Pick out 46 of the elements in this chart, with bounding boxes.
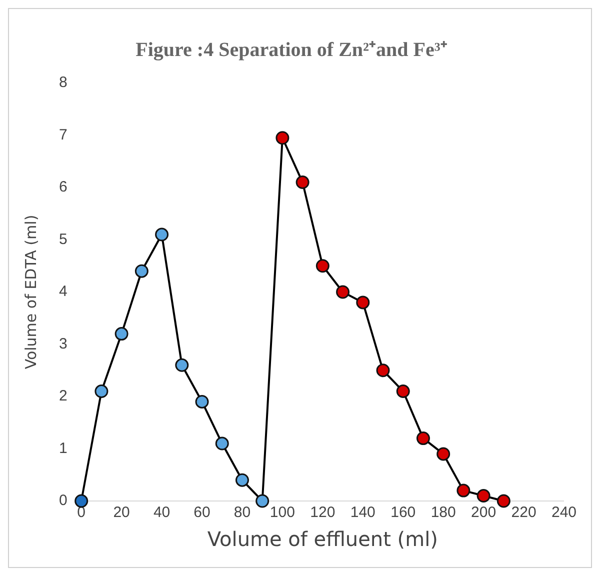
- point: [276, 131, 290, 145]
- x-tick-label: 40: [153, 504, 170, 522]
- x-tick-label: 20: [113, 504, 130, 522]
- point: [396, 384, 410, 398]
- chart-title: Figure :4 Separation of Zn²⁺and Fe³⁺: [136, 39, 448, 62]
- point: [416, 432, 430, 446]
- x-tick-label: 200: [471, 504, 496, 522]
- point: [215, 436, 229, 450]
- point: [114, 327, 128, 341]
- x-tick-label: 220: [511, 504, 536, 522]
- x-tick-label: 80: [234, 504, 251, 522]
- point: [155, 228, 169, 242]
- y-axis-title: Volume of EDTA (ml): [22, 214, 40, 370]
- point: [336, 285, 350, 299]
- point: [376, 364, 390, 378]
- point: [296, 176, 310, 190]
- y-tick-label: 2: [59, 388, 68, 405]
- point: [134, 264, 148, 278]
- y-tick-label: 4: [59, 283, 68, 300]
- point: [195, 394, 209, 408]
- y-tick-label: 7: [59, 126, 68, 144]
- point: [496, 494, 510, 508]
- x-tick-label: 120: [310, 504, 336, 522]
- point: [356, 296, 370, 310]
- point: [74, 494, 88, 508]
- x-tick-label: 60: [194, 504, 210, 522]
- point: [256, 494, 270, 508]
- point: [235, 473, 249, 487]
- point: [175, 358, 189, 372]
- point: [316, 259, 330, 273]
- y-tick-label: 6: [59, 178, 68, 196]
- y-tick-label: 0: [59, 492, 68, 510]
- point: [94, 384, 108, 398]
- point: [476, 489, 490, 503]
- x-tick-label: 240: [551, 504, 577, 522]
- y-tick-label: 3: [59, 335, 68, 352]
- x-axis-title: Volume of effluent (ml): [207, 527, 438, 552]
- y-tick-label: 8: [59, 74, 68, 92]
- x-tick-label: 180: [430, 504, 456, 522]
- y-tick-label: 5: [59, 230, 68, 248]
- point: [436, 447, 450, 461]
- point: [456, 484, 470, 498]
- x-tick-label: 160: [390, 504, 416, 522]
- x-tick-label: 100: [270, 504, 295, 522]
- y-tick-label: 1: [59, 440, 68, 457]
- x-tick-label: 140: [350, 504, 376, 522]
